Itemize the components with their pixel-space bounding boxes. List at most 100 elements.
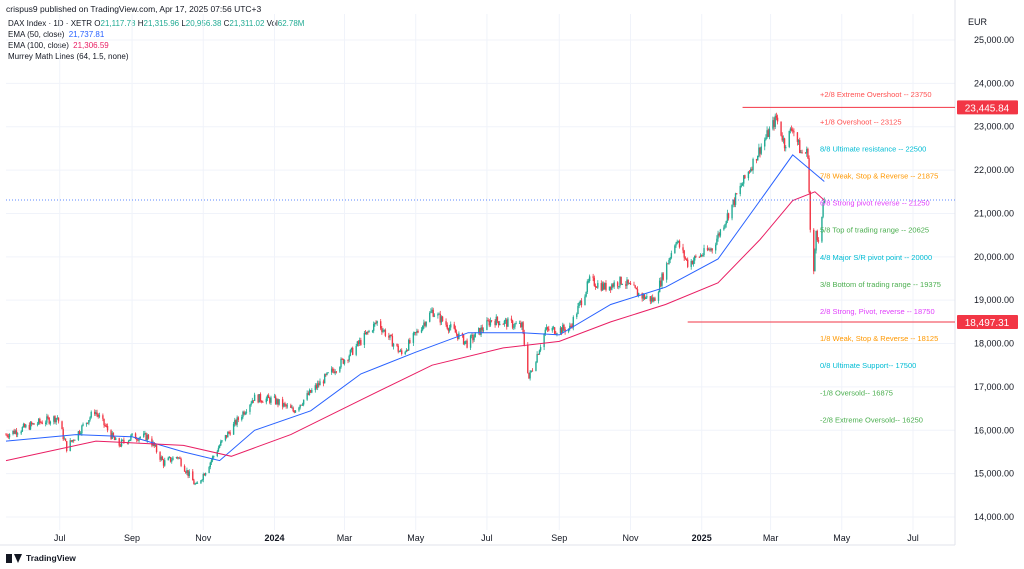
candle-body (480, 327, 482, 335)
murrey-line-label: 7/8 Weak, Stop & Reverse -- 21875 (820, 172, 938, 181)
candle-body (221, 440, 223, 442)
candle (530, 370, 532, 373)
candle-body (750, 169, 752, 172)
candle-body (445, 321, 447, 325)
candle-body (325, 374, 327, 376)
candle (626, 277, 628, 289)
candle (757, 155, 759, 161)
candle-body (585, 291, 587, 297)
legend-ema100-row[interactable]: EMA (100, close) 21,306.59 (8, 40, 304, 51)
candle (46, 413, 48, 426)
candle-body (78, 431, 81, 434)
candle (258, 394, 261, 403)
candle (564, 326, 566, 335)
candle (356, 340, 359, 347)
candle (20, 430, 22, 435)
candle (188, 469, 190, 478)
candle-body (595, 287, 598, 288)
candle (408, 338, 410, 352)
candle-body (562, 324, 564, 333)
candle (806, 146, 808, 157)
candle (793, 128, 795, 137)
candle-body (725, 221, 727, 225)
candle (218, 444, 221, 449)
candle (228, 430, 230, 434)
level-label-text: 18,497.31 (965, 318, 1010, 329)
candle (245, 409, 248, 415)
candle-body (588, 276, 591, 281)
candle (643, 293, 646, 300)
candle (325, 373, 327, 377)
candle-body (760, 146, 762, 154)
candle (77, 430, 80, 441)
legend-ema50-row[interactable]: EMA (50, close) 21,737.81 (8, 29, 304, 40)
candle (521, 321, 523, 331)
candle (242, 410, 244, 419)
candle-body (298, 407, 300, 411)
candle-body (367, 331, 369, 333)
candle-body (527, 344, 529, 373)
candle (446, 322, 448, 330)
candle-body (37, 418, 40, 424)
candle-body (706, 248, 709, 251)
candle-body (415, 332, 417, 333)
candle (243, 410, 245, 416)
candle (471, 333, 473, 339)
candle-body (257, 394, 259, 403)
candle (789, 127, 792, 134)
candle-body (368, 330, 370, 333)
candle-body (633, 284, 635, 286)
candle-body (611, 284, 613, 290)
candle-body (481, 327, 483, 331)
candle-body (294, 410, 297, 413)
candle (797, 139, 800, 145)
candle (161, 455, 164, 461)
candle-body (821, 216, 823, 242)
candle-body (23, 424, 26, 428)
candle (781, 132, 783, 142)
candle (90, 410, 92, 419)
candle (450, 321, 452, 331)
candle-body (178, 457, 180, 459)
candle (334, 369, 336, 376)
candle (502, 323, 504, 325)
candle-body (822, 203, 824, 217)
murrey-line-label: +1/8 Overshoot -- 23125 (820, 117, 902, 126)
candle (5, 433, 7, 436)
symbol-label[interactable]: DAX Index · 1D · XETR (8, 19, 93, 28)
candle (608, 286, 611, 291)
candle-body (382, 330, 384, 332)
candle (692, 257, 695, 267)
candle-body (515, 323, 517, 325)
candle-body (127, 440, 130, 444)
y-tick-label: 20,000.00 (974, 252, 1014, 262)
candle-body (70, 440, 73, 442)
candle (284, 401, 286, 407)
candle (621, 283, 624, 286)
candle (627, 279, 629, 286)
murrey-line-label: 3/8 Bottom of trading range -- 19375 (820, 280, 941, 289)
tradingview-footer[interactable]: TradingView (6, 553, 76, 563)
candle-body (658, 280, 661, 293)
candle (115, 436, 117, 441)
candle-body (450, 324, 452, 328)
candle (758, 143, 760, 158)
candle-body (95, 412, 97, 415)
candle (396, 343, 398, 347)
candle-body (122, 439, 124, 441)
candle (609, 286, 612, 293)
candle (294, 410, 297, 413)
candle (30, 421, 33, 427)
candle (371, 329, 374, 333)
candle (423, 319, 425, 329)
candle-body (616, 282, 619, 287)
legend-murrey-row[interactable]: Murrey Math Lines (64, 1.5, none) (8, 51, 304, 62)
candle (194, 482, 196, 486)
candle-body (347, 360, 349, 361)
candle-body (412, 333, 415, 343)
candle-body (682, 247, 684, 251)
candle-body (620, 276, 622, 285)
candle (743, 175, 745, 187)
candle-body (25, 424, 27, 428)
